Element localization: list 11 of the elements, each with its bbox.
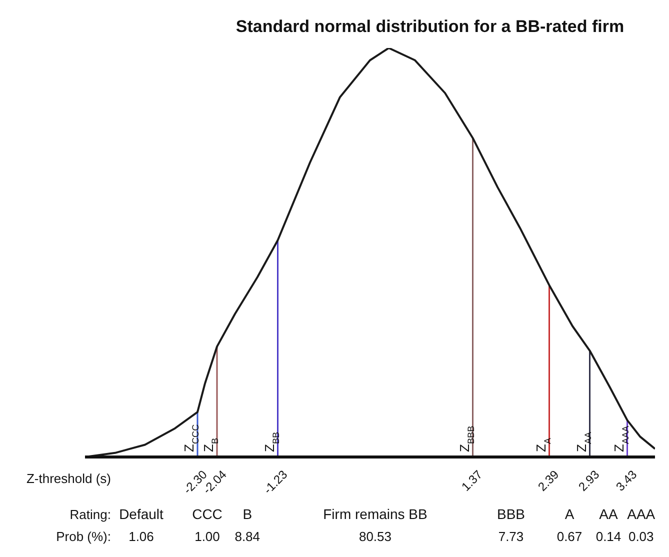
x-tick-label: 3.43 — [613, 467, 640, 494]
text: Firm remains BB 80.53 — [323, 506, 428, 544]
text: AAA 0.03 — [627, 506, 656, 544]
text: AA 0.14 — [596, 506, 622, 544]
text: Z-threshold (s) Rating: Prob (%): — [26, 471, 111, 544]
chart-title: Standard normal distribution for a BB-rated firm — [236, 17, 624, 36]
text: Default 1.06 — [119, 506, 164, 544]
text: B 8.84 — [234, 506, 260, 544]
text: BBB 7.73 — [496, 506, 526, 544]
text: A 0.67 — [556, 506, 582, 544]
text: CCC 1.00 — [192, 506, 222, 544]
